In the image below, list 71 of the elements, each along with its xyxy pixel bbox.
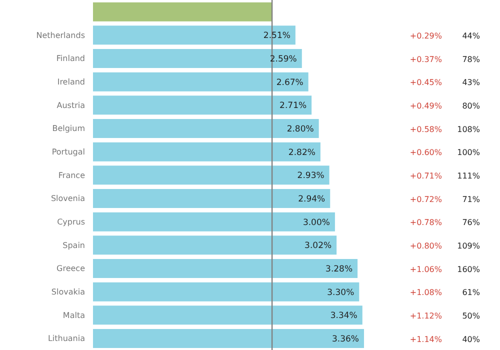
text: 160% (457, 264, 480, 274)
bar (93, 236, 337, 255)
y-tick-label: France (58, 170, 86, 180)
y-tick-label: Ireland (57, 78, 85, 87)
data-label: 2.82% (288, 148, 316, 158)
y-tick-label: Belgium (52, 124, 86, 134)
bar (93, 26, 296, 45)
data-label: 2.94% (298, 194, 326, 205)
data-label: 2.51% (263, 31, 290, 42)
data-label: 2.67% (276, 78, 304, 88)
y-tick-label: Cyprus (57, 218, 85, 227)
y-tick-label: Lithuania (48, 334, 86, 344)
bar (93, 329, 364, 348)
data-label: 2.93% (297, 171, 324, 182)
data-label: 3.00% (302, 218, 330, 228)
data-label: 2.80% (286, 124, 314, 135)
bar (93, 49, 302, 68)
bar (93, 166, 330, 185)
text: +0.49% (410, 102, 442, 110)
bar (93, 306, 362, 325)
bar (93, 259, 358, 278)
text: +0.71% (410, 172, 442, 180)
text: +1.12% (410, 312, 442, 320)
text: 44% (462, 32, 480, 40)
bar (93, 189, 330, 208)
text: +0.72% (410, 194, 442, 204)
y-tick-label: Austria (56, 100, 86, 110)
y-tick-label: Netherlands (36, 30, 85, 40)
text: +1.14% (410, 334, 442, 344)
text: 78% (462, 54, 480, 64)
text: 111% (457, 172, 480, 180)
text: 109% (457, 242, 480, 250)
text: 76% (462, 218, 480, 228)
text: +0.80% (410, 242, 442, 250)
bar (93, 282, 360, 302)
data-label: 3.34% (330, 311, 358, 322)
data-label: 2.59% (270, 54, 297, 65)
text: 50% (462, 312, 480, 320)
text: +0.60% (410, 148, 442, 158)
text: +0.78% (410, 218, 442, 228)
data-label: 3.28% (326, 264, 353, 275)
text: +1.08% (410, 288, 442, 298)
text: +0.58% (410, 124, 442, 134)
y-tick-label: Malta (62, 310, 86, 320)
text: +0.29% (410, 32, 442, 40)
data-label: 3.02% (304, 241, 332, 252)
y-tick-label: Portugal (52, 148, 85, 157)
data-label: 2.71% (280, 101, 307, 112)
y-tick-label: Finland (56, 54, 85, 64)
text: +0.45% (410, 78, 442, 88)
bar (93, 142, 320, 162)
bar (93, 2, 272, 22)
text: 43% (462, 78, 480, 88)
y-tick-label: Slovakia (51, 288, 86, 297)
y-tick-label: Slovenia (50, 194, 86, 204)
text: 40% (462, 334, 480, 344)
text: 61% (462, 288, 480, 298)
text: +1.06% (410, 264, 442, 274)
text: 80% (462, 102, 480, 110)
bar (93, 72, 308, 92)
text: 108% (457, 124, 480, 134)
bar (93, 96, 312, 115)
data-label: 3.30% (327, 288, 354, 298)
y-tick-label: Greece (56, 264, 86, 274)
bar (93, 119, 319, 138)
text: 71% (462, 194, 480, 204)
text: +0.37% (410, 54, 442, 64)
bar (93, 212, 335, 232)
y-tick-label: Spain (62, 240, 85, 250)
text: 100% (457, 148, 480, 158)
data-label: 3.36% (332, 334, 359, 345)
